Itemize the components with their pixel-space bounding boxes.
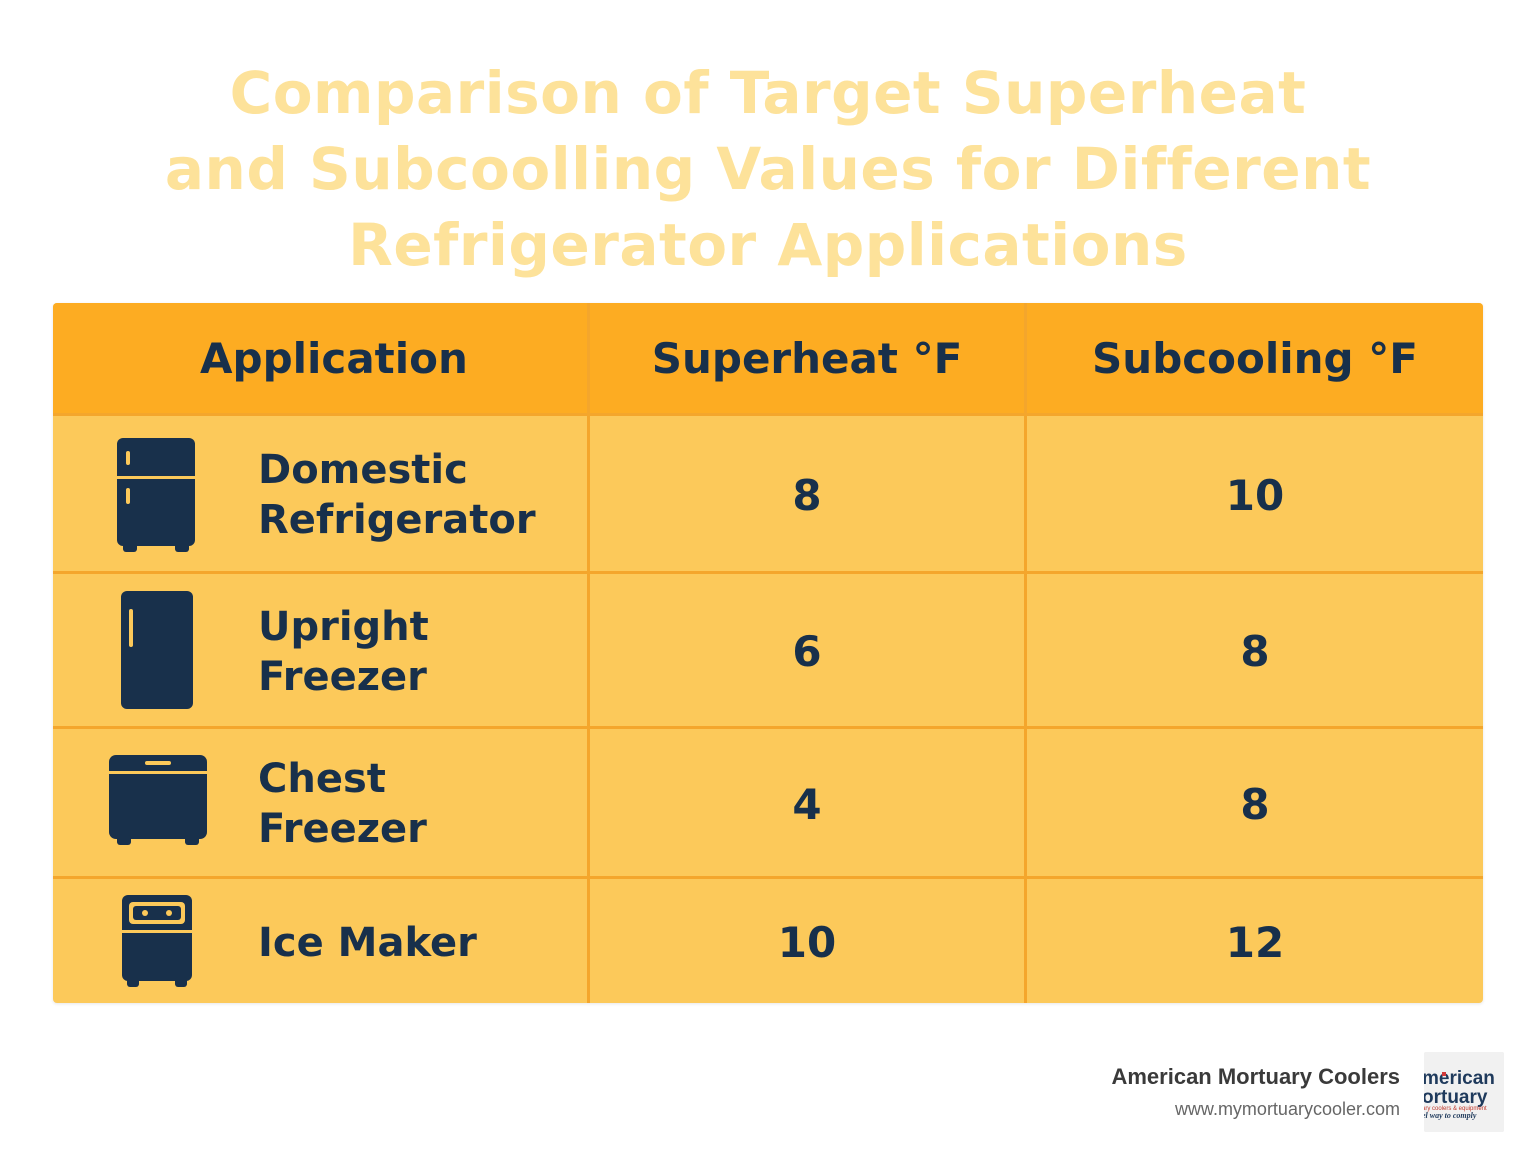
comparison-table: Application Superheat °F Subcooling °F D… — [53, 303, 1483, 1003]
table-row: Upright Freezer 6 8 — [53, 571, 1483, 729]
superheat-value: 10 — [587, 879, 1024, 1003]
table-row: Chest Freezer 4 8 — [53, 726, 1483, 879]
ice-maker-icon — [122, 895, 192, 987]
subcooling-value: 12 — [1024, 879, 1483, 1003]
table-header-row: Application Superheat °F Subcooling °F — [53, 303, 1483, 413]
subcooling-value: 8 — [1024, 574, 1483, 729]
application-label: Upright Freezer — [258, 603, 429, 700]
application-label: Chest Freezer — [258, 756, 427, 852]
superheat-value: 6 — [587, 574, 1024, 729]
chest-freezer-icon — [109, 755, 207, 845]
refrigerator-icon — [117, 438, 195, 552]
svg-text:ortuary: ortuary — [1424, 1087, 1488, 1108]
svg-text:ary coolers & equipment: ary coolers & equipment — [1424, 1106, 1487, 1112]
application-label: Domestic Refrigerator — [258, 447, 536, 543]
title-line-3: Refrigerator Applications — [348, 211, 1188, 279]
header-application: Application — [200, 333, 468, 383]
superheat-value: 8 — [587, 416, 1024, 574]
title-line-1: Comparison of Target Superheat — [229, 59, 1307, 127]
header-subcooling: Subcooling °F — [1024, 303, 1483, 413]
subcooling-value: 8 — [1024, 729, 1483, 879]
application-cell: Upright Freezer — [53, 574, 587, 729]
svg-text:merican: merican — [1424, 1068, 1495, 1089]
company-logo-mark: merican ortuary ary coolers & equipment … — [1424, 1052, 1504, 1132]
application-cell: Domestic Refrigerator — [53, 416, 587, 574]
application-cell: Chest Freezer — [53, 729, 587, 879]
subcooling-value: 10 — [1024, 416, 1483, 574]
superheat-value: 4 — [587, 729, 1024, 879]
footer-url: www.mymortuarycooler.com — [1174, 1099, 1400, 1119]
table-row: Domestic Refrigerator 8 10 — [53, 413, 1483, 574]
application-label: Ice Maker — [258, 919, 477, 966]
header-superheat: Superheat °F — [587, 303, 1024, 413]
application-cell: Ice Maker — [53, 879, 587, 1003]
table-row: Ice Maker 10 12 — [53, 876, 1483, 1003]
company-logo: merican ortuary ary coolers & equipment … — [1424, 1052, 1504, 1132]
upright-freezer-icon — [121, 591, 193, 709]
title-line-2: and Subcoolling Values for Different — [164, 135, 1372, 203]
svg-text:el way to comply: el way to comply — [1424, 1111, 1477, 1120]
page-title: Comparison of Target Superheat and Subco… — [150, 55, 1386, 283]
footer-company-name: American Mortuary Coolers — [1111, 1064, 1400, 1089]
